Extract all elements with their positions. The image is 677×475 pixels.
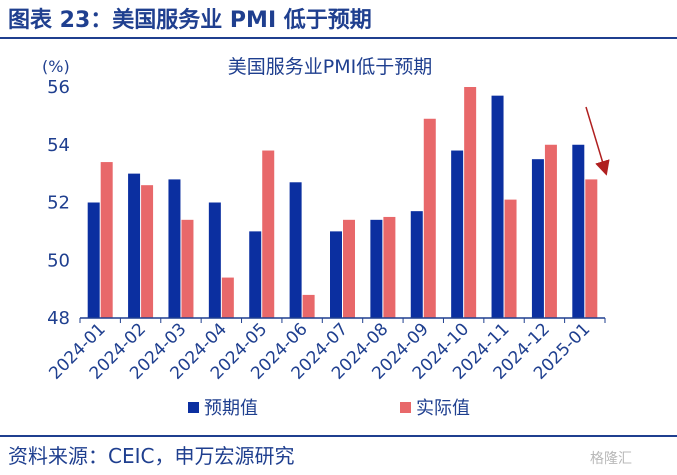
bar-forecast <box>572 144 585 318</box>
y-tick-label: 56 <box>47 77 70 98</box>
chart-title: 美国服务业PMI低于预期 <box>228 56 432 78</box>
legend-swatch-actual <box>400 402 411 413</box>
bar-forecast <box>208 202 221 318</box>
bars <box>87 87 598 318</box>
bar-forecast <box>410 211 423 318</box>
y-tick-label: 50 <box>47 250 70 271</box>
x-axis: 2024-012024-022024-032024-042024-052024-… <box>45 318 606 384</box>
bar-forecast <box>451 150 464 318</box>
bar-actual <box>544 144 557 318</box>
watermark: 格隆汇 <box>590 451 632 467</box>
bar-forecast <box>128 173 141 318</box>
source-note: 资料来源：CEIC，申万宏源研究 <box>8 444 295 468</box>
bar-actual <box>100 162 113 318</box>
y-tick-label: 52 <box>47 193 70 214</box>
bar-actual <box>464 87 477 318</box>
y-axis-unit: (%) <box>42 57 70 76</box>
bar-forecast <box>491 95 504 318</box>
bar-actual <box>181 219 194 318</box>
y-axis: 48 50 52 54 56 <box>47 77 70 329</box>
bar-forecast <box>249 231 262 318</box>
bar-actual <box>504 199 517 318</box>
bar-actual <box>423 118 436 318</box>
bar-actual <box>585 179 598 318</box>
bar-actual <box>141 185 154 318</box>
bar-forecast <box>87 202 100 318</box>
legend-label-forecast: 预期值 <box>204 398 258 419</box>
legend-swatch-forecast <box>188 402 199 413</box>
bar-forecast <box>330 231 342 318</box>
bar-actual <box>302 294 315 318</box>
y-tick-label: 48 <box>47 308 70 329</box>
y-tick-label: 54 <box>47 135 70 156</box>
bar-actual <box>383 216 396 318</box>
bar-actual <box>262 150 275 318</box>
legend-label-actual: 实际值 <box>416 398 470 419</box>
annotation-arrow <box>585 106 610 176</box>
legend: 预期值 实际值 <box>188 398 470 419</box>
top-rule <box>0 37 677 39</box>
bottom-rule <box>0 435 677 437</box>
bar-forecast <box>370 219 383 318</box>
figure-title: 图表 23：美国服务业 PMI 低于预期 <box>8 8 372 33</box>
bar-forecast <box>168 179 181 318</box>
bar-actual <box>343 219 355 318</box>
bar-actual <box>221 277 234 318</box>
bar-forecast <box>531 159 544 318</box>
bar-forecast <box>289 182 302 318</box>
